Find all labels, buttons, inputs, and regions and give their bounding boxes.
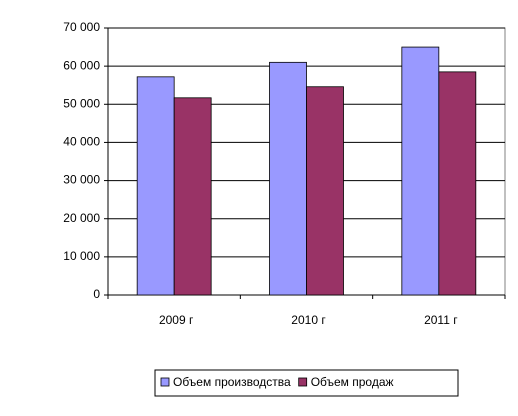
x-tick-label: 2011 г (424, 313, 458, 327)
legend-swatch (298, 377, 308, 387)
y-tick-label: 40 000 (63, 135, 100, 149)
y-tick-label: 20 000 (63, 211, 100, 225)
x-tick-label: 2009 г (159, 313, 194, 327)
y-tick-label: 0 (93, 287, 100, 301)
x-tick-label: 2010 г (291, 313, 326, 327)
legend-label: Объем продаж (311, 375, 394, 389)
legend-swatch (160, 377, 170, 387)
legend-label: Объем производства (173, 375, 291, 389)
y-tick-label: 60 000 (63, 58, 100, 72)
y-tick-label: 70 000 (63, 20, 100, 34)
bar (401, 46, 440, 296)
y-tick-label: 30 000 (63, 173, 100, 187)
y-tick-label: 10 000 (63, 249, 100, 263)
bar (306, 86, 344, 296)
bar (136, 76, 175, 296)
bar (269, 61, 307, 296)
bar (438, 71, 477, 296)
y-tick-label: 50 000 (63, 96, 100, 110)
bar (173, 97, 212, 296)
